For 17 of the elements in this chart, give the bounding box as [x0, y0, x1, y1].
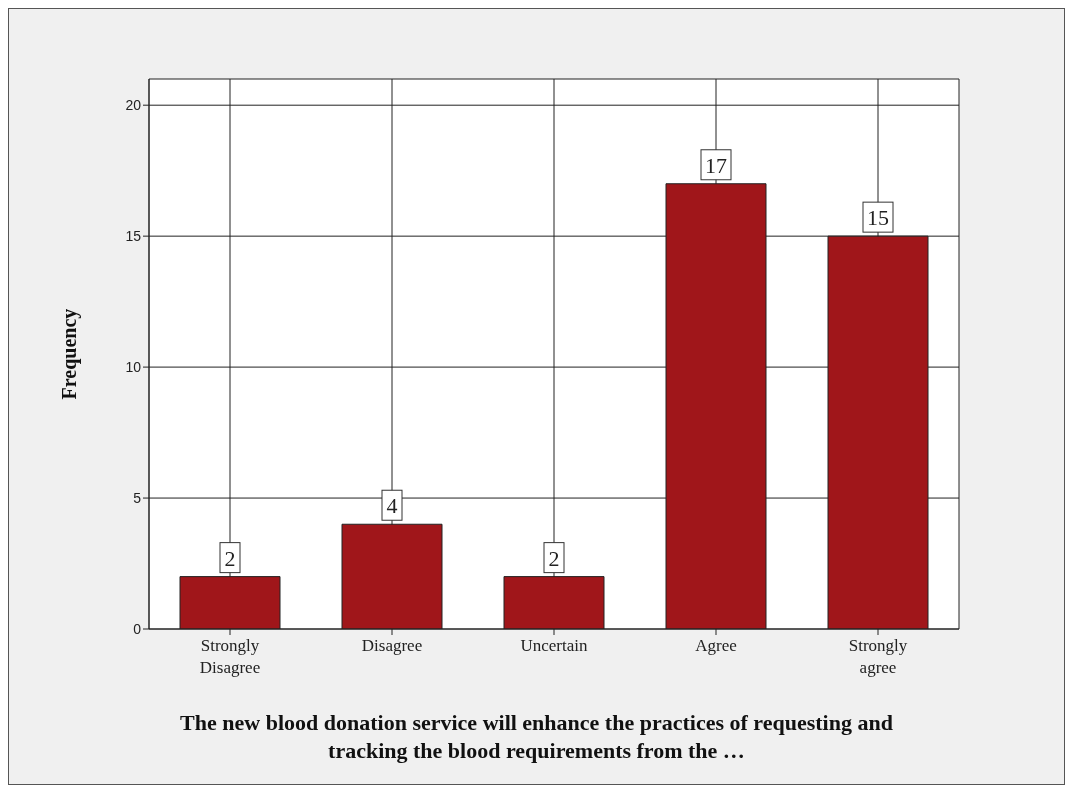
x-tick-label: Strongly Disagree: [199, 636, 261, 677]
y-tick-label: 0: [133, 620, 142, 637]
data-label: 17: [705, 152, 727, 178]
data-label: 15: [867, 205, 889, 231]
y-axis-title: Frequency: [58, 308, 82, 400]
y-tick-label: 10: [125, 359, 142, 376]
y-tick-label: 15: [125, 228, 142, 245]
y-tick-label: 20: [125, 97, 142, 114]
data-label: 2: [548, 545, 560, 571]
x-tick-label: Uncertain: [520, 636, 588, 655]
data-label: 2: [224, 545, 236, 571]
y-tick-label: 5: [133, 490, 142, 507]
x-tick-label: Disagree: [361, 636, 423, 655]
x-axis-title: The new blood donation service will enhance the practices of requesting and tracking the blood requirements from the …: [179, 709, 894, 765]
x-tick-label: Agree: [695, 636, 737, 655]
x-tick-label: Strongly agree: [848, 636, 908, 677]
data-label: 4: [386, 493, 398, 519]
